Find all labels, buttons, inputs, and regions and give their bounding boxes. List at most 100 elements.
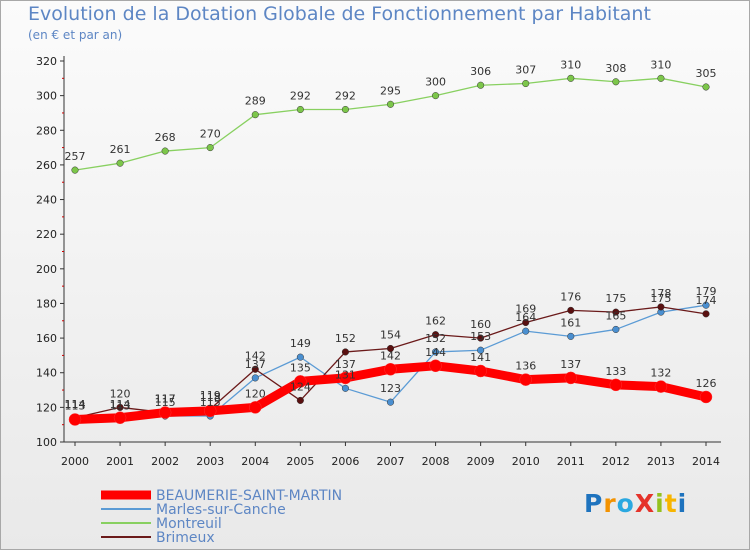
y-tick-label: 240 <box>36 194 57 207</box>
data-label: 175 <box>605 292 626 305</box>
y-tick-label: 120 <box>36 401 57 414</box>
data-label: 306 <box>470 65 491 78</box>
data-label: 179 <box>696 285 717 298</box>
data-point <box>567 306 575 314</box>
data-label: 131 <box>335 368 356 381</box>
x-tick-label: 2008 <box>422 455 450 468</box>
x-tick-label: 2013 <box>647 455 675 468</box>
legend-label: BEAUMERIE-SAINT-MARTIN <box>156 488 342 504</box>
data-label: 295 <box>380 84 401 97</box>
data-point <box>113 411 127 425</box>
data-label: 160 <box>470 318 491 331</box>
data-point <box>296 396 304 404</box>
y-tick-label: 320 <box>36 55 57 68</box>
data-point <box>477 334 485 342</box>
data-label: 261 <box>110 143 131 156</box>
logo-letter: r <box>603 489 617 518</box>
data-label: 114 <box>65 398 86 411</box>
data-point <box>432 348 440 356</box>
legend-label: Montreuil <box>156 516 222 532</box>
data-point <box>251 365 259 373</box>
data-label: 126 <box>696 377 717 390</box>
data-label: 135 <box>290 361 311 374</box>
data-label: 117 <box>155 393 176 406</box>
y-tick-label: 260 <box>36 159 57 172</box>
data-point <box>386 100 395 108</box>
data-label: 114 <box>65 398 86 411</box>
data-point <box>249 401 262 414</box>
data-label: 308 <box>605 62 626 75</box>
data-point <box>203 404 217 418</box>
data-point <box>206 144 214 152</box>
data-point <box>612 78 620 86</box>
data-point <box>386 344 395 353</box>
logo-letter: o <box>616 489 635 518</box>
data-label: 120 <box>245 387 266 400</box>
data-label: 292 <box>290 89 311 102</box>
data-point <box>296 105 304 114</box>
y-tick-label: 280 <box>36 124 57 137</box>
logo-letter: P <box>584 489 604 518</box>
data-point <box>432 331 440 339</box>
data-label: 149 <box>290 337 311 350</box>
data-label: 175 <box>650 292 671 305</box>
x-tick-label: 2010 <box>512 455 540 468</box>
x-tick-label: 2003 <box>196 455 224 468</box>
data-label: 154 <box>380 328 401 341</box>
data-point <box>522 327 530 335</box>
data-label: 132 <box>650 367 671 380</box>
logo-letter: X <box>634 489 656 518</box>
data-label: 153 <box>470 330 491 343</box>
data-label: 307 <box>515 64 536 77</box>
data-label: 270 <box>200 128 221 141</box>
data-point <box>474 364 487 378</box>
chart-subtitle: (en € et par an) <box>28 28 123 42</box>
data-point <box>251 374 259 382</box>
data-point <box>432 92 440 100</box>
data-label: 137 <box>335 358 356 371</box>
data-point <box>341 384 349 392</box>
data-point <box>522 79 530 88</box>
chart-title: Evolution de la Dotation Globale de Fonc… <box>28 3 651 25</box>
data-point <box>341 348 349 356</box>
data-label: 174 <box>696 294 717 307</box>
data-point <box>612 325 620 333</box>
data-label: 268 <box>155 131 176 144</box>
y-tick-label: 220 <box>36 228 57 241</box>
y-tick-label: 140 <box>36 367 57 380</box>
data-label: 133 <box>605 365 626 378</box>
x-tick-label: 2007 <box>377 455 405 468</box>
data-point <box>657 74 665 82</box>
data-label: 310 <box>650 58 671 71</box>
data-label: 117 <box>155 393 176 406</box>
data-point <box>702 310 710 318</box>
data-point <box>564 371 578 385</box>
x-tick-label: 2006 <box>331 455 359 468</box>
data-label: 178 <box>650 287 671 300</box>
x-tick-label: 2000 <box>61 455 89 468</box>
data-point <box>161 147 169 155</box>
data-label: 114 <box>110 398 131 411</box>
data-point <box>477 81 485 89</box>
data-point <box>654 380 668 393</box>
data-point <box>386 398 395 406</box>
x-tick-label: 2011 <box>557 455 585 468</box>
data-point <box>251 111 259 119</box>
data-point <box>522 318 530 327</box>
y-tick-label: 200 <box>36 263 57 276</box>
data-point <box>116 159 124 167</box>
y-tick-label: 100 <box>36 436 57 449</box>
data-label: 118 <box>200 391 221 404</box>
logo-letter: i <box>655 489 665 518</box>
data-label: 144 <box>425 346 446 359</box>
legend-label: Brimeux <box>156 530 215 546</box>
data-label: 300 <box>425 76 446 89</box>
data-label: 124 <box>290 380 311 393</box>
proxiti-logo: ProXiti <box>584 489 687 518</box>
data-point <box>657 303 665 311</box>
data-label: 113 <box>110 399 131 412</box>
data-point <box>339 371 352 385</box>
data-label: 113 <box>65 399 86 412</box>
x-tick-label: 2004 <box>241 455 269 468</box>
